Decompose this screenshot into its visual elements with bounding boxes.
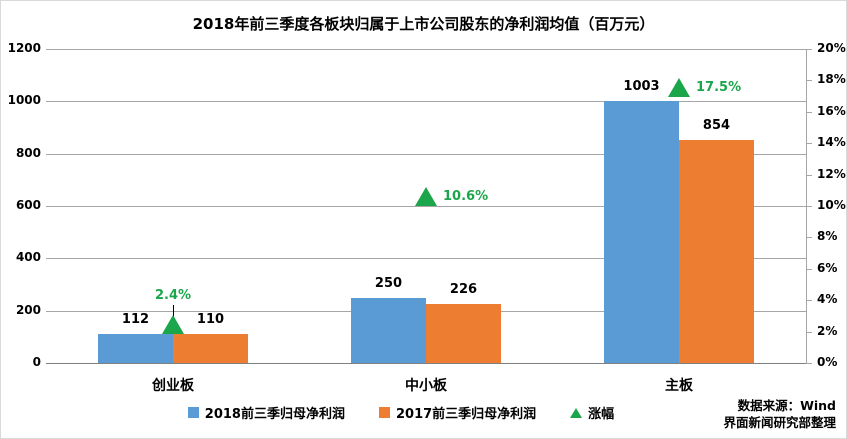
- right-axis-tick-label: 4%: [817, 292, 838, 306]
- legend-item-2017: 2017前三季归母净利润: [378, 403, 537, 422]
- bar-series1: [98, 334, 173, 363]
- right-axis-tick: [806, 80, 812, 81]
- right-axis-tick: [806, 49, 812, 50]
- category-label: 创业板: [152, 378, 194, 394]
- right-axis-tick: [806, 175, 812, 176]
- right-axis-tick-label: 8%: [817, 229, 838, 243]
- bar-series1: [604, 101, 679, 363]
- source-line-1: 数据来源：Wind: [737, 398, 836, 413]
- growth-triangle-marker: [668, 78, 690, 97]
- bar-value-label: 854: [702, 118, 731, 133]
- bar-series2: [426, 304, 501, 363]
- legend-triangle-icon: [570, 407, 583, 418]
- bar-value-label: 112: [121, 312, 150, 327]
- left-axis-tick-label: 600: [15, 198, 41, 212]
- growth-triangle-marker: [415, 187, 437, 206]
- bar-value-label: 250: [374, 276, 403, 291]
- bar-series1: [351, 298, 426, 363]
- left-axis-tick-label: 200: [15, 303, 41, 317]
- growth-value-label: 17.5%: [696, 80, 742, 95]
- legend-label-2017: 2017前三季归母净利润: [395, 407, 537, 422]
- bar-value-label: 110: [196, 312, 225, 327]
- gridline: [46, 49, 806, 50]
- chart-title: 2018年前三季度各板块归属于上市公司股东的净利润均值（百万元）: [192, 15, 655, 33]
- bar-series2: [679, 140, 754, 363]
- right-axis-tick-label: 10%: [817, 198, 846, 212]
- right-axis-tick-label: 6%: [817, 261, 838, 275]
- right-axis-tick-label: 18%: [817, 72, 846, 86]
- right-axis-tick: [806, 112, 812, 113]
- gridline: [46, 363, 806, 364]
- right-axis-tick: [806, 206, 812, 207]
- right-axis-tick: [806, 143, 812, 144]
- left-axis-tick-label: 1000: [7, 93, 41, 107]
- right-axis-tick-label: 2%: [817, 324, 838, 338]
- right-axis-tick-label: 14%: [817, 135, 846, 149]
- category-label: 中小板: [405, 378, 447, 394]
- right-axis-tick: [806, 237, 812, 238]
- right-axis-tick-label: 12%: [817, 167, 846, 181]
- right-axis-tick-label: 0%: [817, 355, 838, 369]
- right-axis-tick-label: 16%: [817, 104, 846, 118]
- right-axis-tick: [806, 363, 812, 364]
- left-axis-tick-label: 1200: [7, 41, 41, 55]
- gridline: [46, 154, 806, 155]
- bar-value-label: 1003: [623, 79, 660, 94]
- gridline: [46, 206, 806, 207]
- source-note: 数据来源：Wind 界面新闻研究部整理: [723, 397, 836, 431]
- legend-swatch-2017-icon: [378, 407, 390, 418]
- gridline: [46, 101, 806, 102]
- left-axis-tick-label: 0: [32, 355, 41, 369]
- bar-value-label: 226: [449, 282, 478, 297]
- left-axis-tick-label: 400: [15, 250, 41, 264]
- legend-label-growth: 涨幅: [588, 407, 615, 422]
- right-axis-tick-label: 20%: [817, 41, 846, 55]
- legend-swatch-2018-icon: [187, 407, 199, 418]
- gridline: [46, 258, 806, 259]
- right-axis-tick: [806, 300, 812, 301]
- growth-value-label: 10.6%: [443, 189, 489, 204]
- legend-item-growth: 涨幅: [570, 403, 614, 422]
- growth-value-label: 2.4%: [154, 288, 192, 303]
- category-label: 主板: [665, 378, 693, 394]
- legend-label-2018: 2018前三季归母净利润: [204, 407, 345, 422]
- source-line-2: 界面新闻研究部整理: [723, 415, 836, 430]
- bar-series2: [173, 334, 248, 363]
- right-axis-tick: [806, 269, 812, 270]
- legend: 2018前三季归母净利润 2017前三季归母净利润 涨幅: [121, 403, 681, 422]
- right-axis-tick: [806, 332, 812, 333]
- left-axis-tick-label: 800: [15, 146, 41, 160]
- growth-triangle-marker: [162, 315, 184, 334]
- legend-item-2018: 2018前三季归母净利润: [187, 403, 345, 422]
